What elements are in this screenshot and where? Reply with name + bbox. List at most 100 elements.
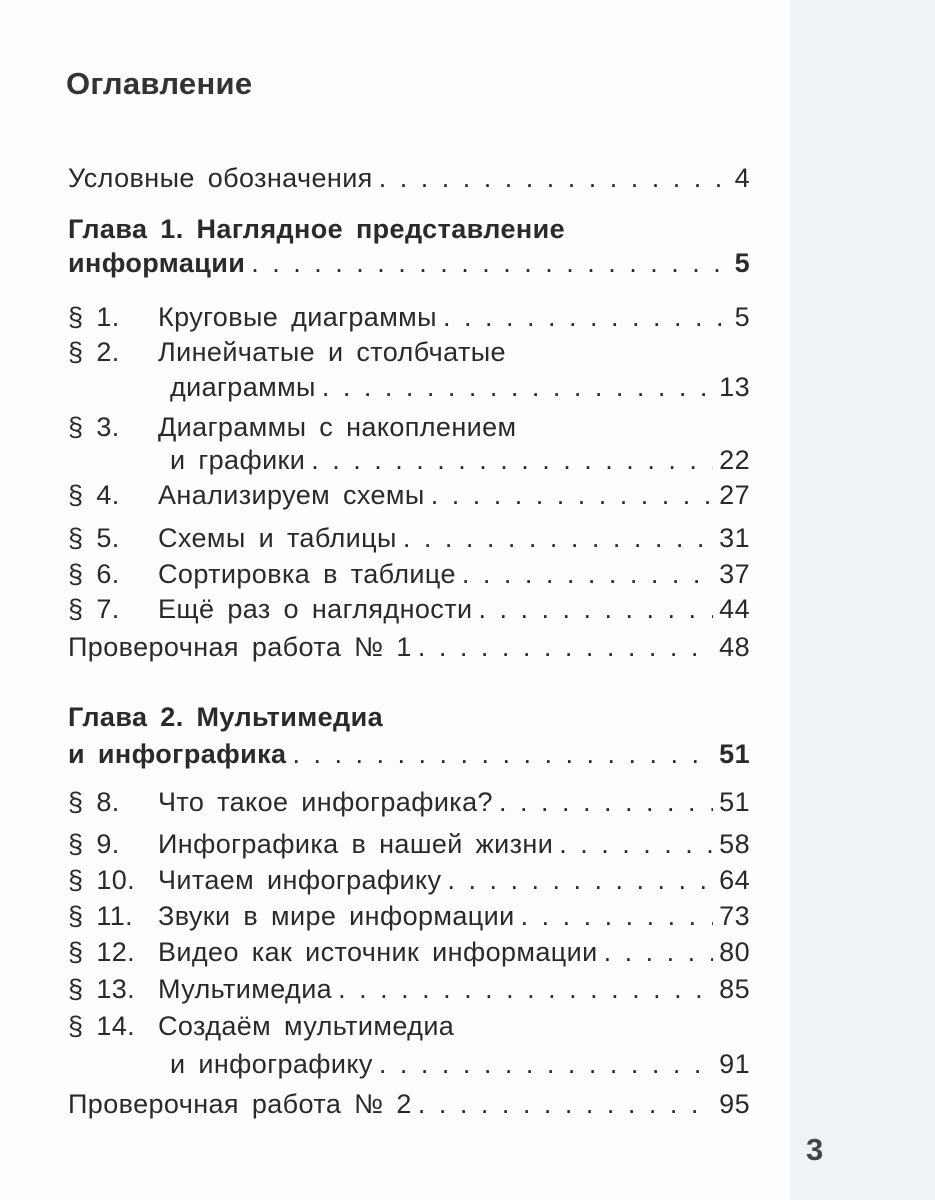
toc-entry: информации 5: [68, 248, 750, 282]
toc-entry-line: § 3. Диаграммы с накоплением: [68, 412, 750, 446]
entry-page: 73: [719, 901, 750, 931]
entry-title: Линейчатые и столбчатые: [158, 337, 506, 367]
toc-entry: и графики 22: [68, 445, 750, 479]
entry-title: Анализируем схемы: [158, 480, 425, 510]
toc-entry: § 8. Что такое инфографика? 51: [68, 787, 750, 821]
toc-entry: диаграммы 13: [68, 372, 750, 406]
toc-entry: § 7. Ещё раз о наглядности 44: [68, 594, 750, 628]
entry-title: Проверочная работа № 2: [68, 1089, 412, 1119]
entry-page: 4: [734, 163, 750, 193]
toc-entry-line: Глава 1. Наглядное представление: [68, 214, 750, 248]
section-number: § 3.: [68, 412, 120, 442]
entry-title: Диаграммы с накоплением: [158, 412, 517, 442]
entry-page: 51: [719, 787, 750, 817]
entry-page: 27: [719, 480, 750, 510]
section-number: § 14.: [68, 1011, 136, 1041]
entry-page: 5: [734, 302, 750, 332]
section-number: § 7.: [68, 594, 120, 624]
section-number: § 4.: [68, 480, 120, 510]
entry-page: 5: [734, 248, 750, 278]
toc-entry-line: § 2. Линейчатые и столбчатые: [68, 337, 750, 371]
section-number: § 8.: [68, 787, 120, 817]
entry-page: 48: [719, 632, 750, 662]
entry-title: Круговые диаграммы: [158, 302, 437, 332]
entry-page: 85: [719, 974, 750, 1004]
section-number: § 9.: [68, 829, 120, 859]
page-number: 3: [806, 1132, 824, 1167]
section-number: § 6.: [68, 559, 120, 589]
entry-page: 44: [719, 594, 750, 624]
toc-entry-line: § 14. Создаём мультимедиа: [68, 1011, 750, 1045]
entry-title: Ещё раз о наглядности: [158, 594, 473, 624]
dot-leader: [499, 787, 713, 818]
entry-page: 64: [719, 865, 750, 895]
dot-leader: [521, 901, 714, 932]
dot-leader: [443, 302, 729, 333]
entry-title: информации: [68, 248, 246, 278]
entry-title: Читаем инфографику: [158, 865, 442, 895]
dot-leader: [604, 937, 714, 968]
dot-leader: [559, 829, 713, 860]
dot-leader: [462, 559, 713, 590]
entry-page: 31: [719, 523, 750, 553]
toc-entry: и инфографику 91: [68, 1049, 750, 1083]
toc-entry: § 5. Схемы и таблицы 31: [68, 523, 750, 557]
entry-page: 80: [719, 937, 750, 967]
entry-title: и инфографика: [68, 739, 287, 769]
entry-title: Глава 1. Наглядное представление: [68, 214, 565, 244]
dot-leader: [447, 865, 713, 896]
section-number: § 10.: [68, 865, 136, 895]
entry-title: Видео как источник информации: [158, 937, 598, 967]
toc-entry: Условные обозначения 4: [68, 163, 750, 197]
entry-title: Схемы и таблицы: [158, 523, 397, 553]
section-number: § 1.: [68, 302, 120, 332]
entry-title: Проверочная работа № 1: [68, 632, 412, 662]
section-number: § 12.: [68, 937, 136, 967]
entry-title: Сортировка в таблице: [158, 559, 456, 589]
toc-entry: Проверочная работа № 2 95: [68, 1089, 750, 1123]
dot-leader: [251, 248, 728, 279]
dot-leader: [418, 1089, 713, 1120]
entry-title: и инфографику: [170, 1049, 373, 1079]
toc-entry: § 11. Звуки в мире информации 73: [68, 901, 750, 935]
entry-page: 22: [719, 445, 750, 475]
toc-entry: § 12. Видео как источник информации 80: [68, 937, 750, 971]
dot-leader: [338, 974, 713, 1005]
entry-title: Инфографика в нашей жизни: [158, 829, 554, 859]
entry-title: Звуки в мире информации: [158, 901, 515, 931]
toc-entry: § 6. Сортировка в таблице 37: [68, 559, 750, 593]
dot-leader: [322, 372, 713, 403]
entry-title: Условные обозначения: [68, 163, 373, 193]
toc-entry: и инфографика 51: [68, 739, 750, 773]
dot-leader: [379, 163, 729, 194]
toc-entry: § 13. Мультимедиа 85: [68, 974, 750, 1008]
entry-title: Что такое инфографика?: [158, 787, 493, 817]
entry-title: Мультимедиа: [158, 974, 333, 1004]
dot-leader: [478, 594, 713, 625]
entry-title: диаграммы: [170, 372, 316, 402]
page-title: Оглавление: [66, 66, 253, 101]
section-number: § 13.: [68, 974, 136, 1004]
toc-entry: § 10. Читаем инфографику 64: [68, 865, 750, 899]
section-number: § 5.: [68, 523, 120, 553]
toc-entry-line: Глава 2. Мультимедиа: [68, 702, 750, 736]
dot-leader: [403, 523, 713, 554]
section-number: § 2.: [68, 337, 120, 367]
entry-page: 95: [719, 1089, 750, 1119]
entry-title: Создаём мультимедиа: [158, 1011, 455, 1041]
toc-entry: § 9. Инфографика в нашей жизни 58: [68, 829, 750, 863]
entry-page: 91: [719, 1049, 750, 1079]
toc-entry: § 4. Анализируем схемы 27: [68, 480, 750, 514]
dot-leader: [431, 480, 713, 511]
dot-leader: [379, 1049, 713, 1080]
entry-title: и графики: [170, 445, 306, 475]
entry-page: 58: [719, 829, 750, 859]
toc-entry: § 1. Круговые диаграммы 5: [68, 302, 750, 336]
toc-entry: Проверочная работа № 1 48: [68, 632, 750, 666]
section-number: § 11.: [68, 901, 134, 931]
entry-title: Глава 2. Мультимедиа: [68, 702, 383, 732]
dot-leader: [418, 632, 713, 663]
entry-page: 13: [719, 372, 750, 402]
dot-leader: [311, 445, 713, 476]
dot-leader: [292, 739, 713, 770]
